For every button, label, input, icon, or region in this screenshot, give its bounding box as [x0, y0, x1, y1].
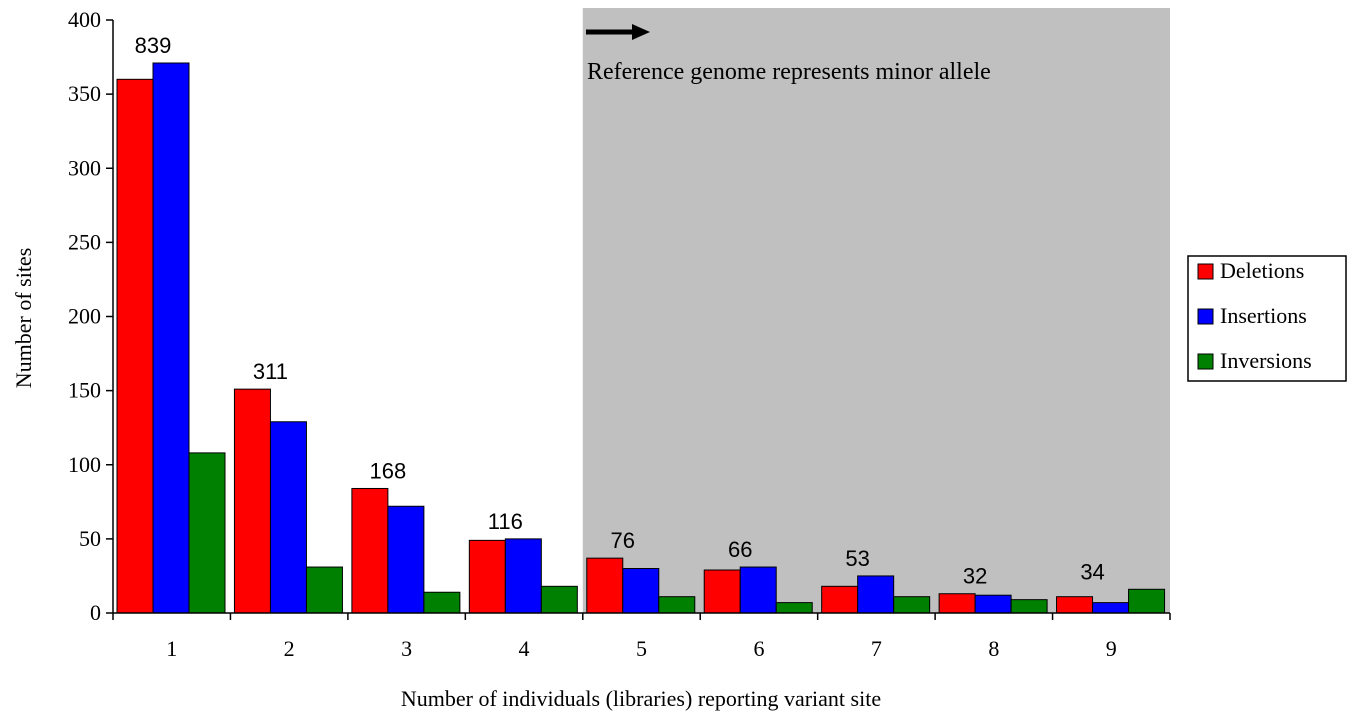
- annotation-arrow-icon: [586, 24, 650, 40]
- bar-inversions-7: [893, 596, 931, 614]
- bar-insertions-5: [622, 568, 660, 614]
- y-tick-label-350: 350: [68, 81, 101, 106]
- bar-deletions-6: [703, 569, 741, 614]
- total-label-9: 34: [1080, 559, 1104, 584]
- totals-group: 839 311 168 116 76 66 53 32 34: [135, 33, 1105, 589]
- total-label-1: 839: [135, 33, 172, 58]
- bars-group: [116, 62, 1166, 614]
- x-tick-label-6: 6: [753, 636, 764, 661]
- x-tick-label-7: 7: [871, 636, 882, 661]
- x-tick-label-3: 3: [401, 636, 412, 661]
- legend-swatch-inversions: [1197, 353, 1214, 370]
- legend: Deletions Insertions Inversions: [1187, 255, 1347, 382]
- x-tick-label-1: 1: [166, 636, 177, 661]
- total-label-3: 168: [370, 458, 407, 483]
- legend-label-insertions: Insertions: [1220, 303, 1307, 328]
- total-label-7: 53: [845, 546, 869, 571]
- y-tick-label-100: 100: [68, 452, 101, 477]
- y-tick-label-400: 400: [68, 7, 101, 32]
- bar-inversions-5: [658, 596, 696, 614]
- legend-swatch-deletions: [1197, 263, 1214, 280]
- y-tick-label-250: 250: [68, 229, 101, 254]
- bar-insertions-1: [152, 62, 190, 614]
- total-label-2: 311: [253, 359, 288, 384]
- y-tick-label-300: 300: [68, 155, 101, 180]
- legend-label-deletions: Deletions: [1220, 258, 1304, 283]
- x-tick-label-9: 9: [1106, 636, 1117, 661]
- bar-insertions-4: [504, 538, 542, 614]
- bar-deletions-5: [586, 557, 624, 614]
- total-label-5: 76: [611, 528, 635, 553]
- x-tick-label-5: 5: [636, 636, 647, 661]
- legend-swatch-insertions: [1197, 308, 1214, 325]
- y-tick-label-150: 150: [68, 378, 101, 403]
- bar-inversions-1: [188, 452, 226, 614]
- x-tick-label-8: 8: [988, 636, 999, 661]
- bar-deletions-7: [821, 585, 859, 614]
- total-label-4: 116: [488, 509, 523, 534]
- bar-deletions-8: [938, 593, 976, 614]
- bar-insertions-8: [974, 594, 1012, 614]
- bar-inversions-8: [1010, 599, 1048, 614]
- bar-insertions-7: [857, 575, 895, 614]
- legend-frame: [1187, 255, 1347, 382]
- bar-inversions-4: [540, 585, 578, 614]
- annotation-text: Reference genome represents minor allele: [587, 59, 991, 85]
- y-axis-label: Number of sites: [11, 248, 36, 389]
- bar-inversions-2: [305, 566, 343, 614]
- bar-inversions-9: [1128, 588, 1166, 614]
- x-tick-label-4: 4: [519, 636, 530, 661]
- bar-insertions-6: [739, 566, 777, 614]
- bar-inversions-3: [423, 591, 461, 614]
- total-label-6: 66: [728, 537, 752, 562]
- y-tick-label-200: 200: [68, 304, 101, 329]
- bar-deletions-1: [116, 78, 154, 614]
- bar-deletions-2: [233, 388, 271, 614]
- bar-deletions-9: [1056, 596, 1094, 614]
- bar-deletions-3: [351, 487, 389, 614]
- bar-insertions-9: [1092, 602, 1130, 614]
- total-label-8: 32: [963, 564, 987, 589]
- bar-deletions-4: [468, 539, 506, 614]
- legend-label-inversions: Inversions: [1220, 348, 1312, 373]
- bar-inversions-6: [775, 602, 813, 614]
- bar-insertions-2: [269, 421, 307, 614]
- y-tick-label-50: 50: [79, 526, 101, 551]
- y-tick-label-0: 0: [90, 600, 101, 625]
- x-tick-label-2: 2: [284, 636, 295, 661]
- bar-insertions-3: [387, 505, 425, 614]
- shaded-region: [582, 8, 1170, 613]
- x-axis-label: Number of individuals (libraries) report…: [401, 686, 881, 711]
